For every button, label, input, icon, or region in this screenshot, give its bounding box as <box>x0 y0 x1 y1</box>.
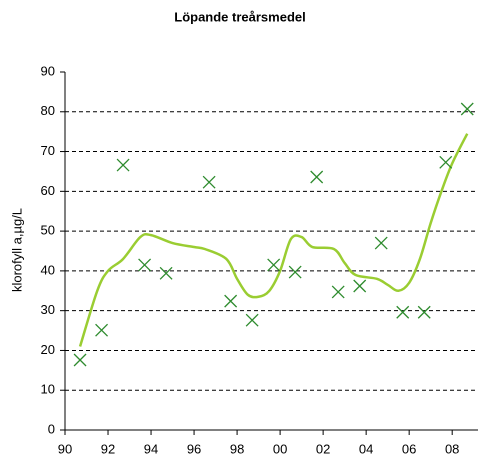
x-tick-label: 90 <box>58 441 72 456</box>
x-tick-label: 94 <box>144 441 158 456</box>
point <box>439 155 453 169</box>
y-tick-label: 30 <box>41 302 55 317</box>
point <box>288 265 302 279</box>
x-tick-label: 96 <box>187 441 201 456</box>
point <box>245 313 259 327</box>
y-tick-label: 50 <box>41 223 55 238</box>
y-tick-label: 80 <box>41 103 55 118</box>
y-tick-label: 40 <box>41 262 55 277</box>
x-tick-label: 02 <box>316 441 330 456</box>
x-tick-label: 08 <box>445 441 459 456</box>
y-tick-label: 10 <box>41 382 55 397</box>
point <box>460 102 474 116</box>
x-tick-label: 98 <box>230 441 244 456</box>
y-tick-label: 90 <box>41 63 55 78</box>
point <box>331 285 345 299</box>
trend-line <box>78 133 469 347</box>
point <box>374 236 388 250</box>
x-tick-label: 06 <box>402 441 416 456</box>
point <box>73 353 87 367</box>
y-tick-label: 60 <box>41 183 55 198</box>
point <box>138 258 152 272</box>
y-tick-label: 0 <box>48 421 55 436</box>
y-tick-label: 70 <box>41 143 55 158</box>
point <box>116 158 130 172</box>
point <box>202 175 216 189</box>
chart-title: Löpande treårsmedel <box>174 9 306 24</box>
point <box>224 294 238 308</box>
point <box>310 170 324 184</box>
point <box>353 279 367 293</box>
point <box>267 258 281 272</box>
y-tick-label: 20 <box>41 342 55 357</box>
point <box>417 305 431 319</box>
point <box>159 266 173 280</box>
point <box>95 323 109 337</box>
x-tick-label: 92 <box>101 441 115 456</box>
x-tick-label: 00 <box>273 441 287 456</box>
y-axis-label: klorofyll a,µg/L <box>9 208 24 292</box>
point <box>396 305 410 319</box>
x-tick-label: 04 <box>359 441 373 456</box>
